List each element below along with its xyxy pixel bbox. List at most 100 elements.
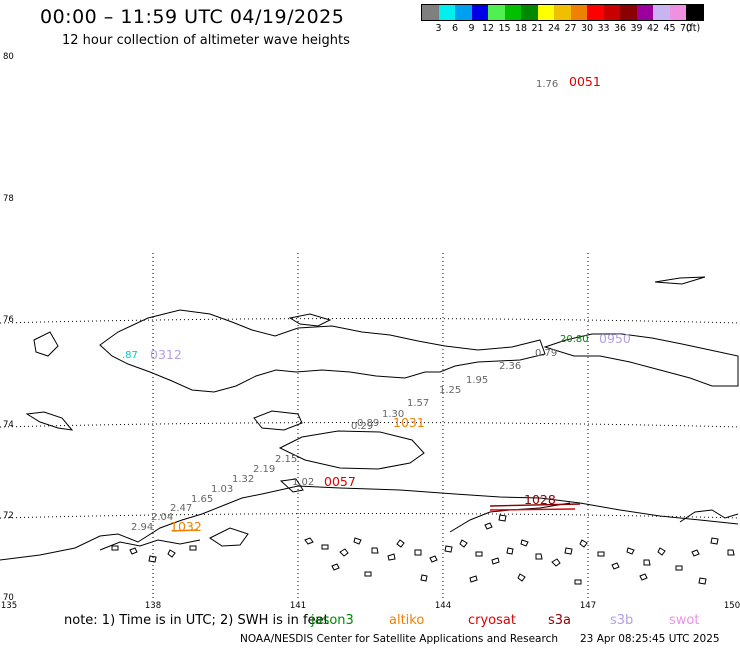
map-subtitle: 12 hour collection of altimeter wave hei… xyxy=(62,33,350,48)
legend-swatch xyxy=(603,5,620,20)
lat-label-76: 76 xyxy=(3,315,14,325)
coast-kolyma-bay xyxy=(679,509,739,523)
legend-tick: 36 xyxy=(613,23,627,34)
legend-tick: 42 xyxy=(646,23,660,34)
swh-value: 1.57 xyxy=(407,398,429,409)
lon-label-150: 150 xyxy=(723,601,740,611)
lat-lon-grid xyxy=(0,253,740,598)
legend-tick: 3 xyxy=(435,23,442,34)
legend-swatch xyxy=(570,5,587,20)
satellite-key-cryosat: cryosat xyxy=(468,613,516,628)
coast-mainland-2 xyxy=(449,502,571,533)
coast-new-siberia xyxy=(543,333,739,387)
legend-tick: 9 xyxy=(468,23,475,34)
legend-tick: 70 xyxy=(679,23,693,34)
legend-swatch xyxy=(455,5,472,20)
swh-value: 2.04 xyxy=(151,512,173,523)
grid-parallel-76 xyxy=(0,318,740,324)
swh-value: 2.36 xyxy=(499,361,521,372)
satellite-key-s3b: s3b xyxy=(610,613,634,628)
legend-swatch xyxy=(422,5,439,20)
legend-tick: (ft) xyxy=(685,23,701,34)
swh-value: 1.02 xyxy=(292,477,314,488)
swh-value: 1.30 xyxy=(382,409,404,420)
cryosat-track-east xyxy=(489,508,576,511)
swh-value: 2.15 xyxy=(275,454,297,465)
legend-swatch xyxy=(620,5,637,20)
s3a-track-1028 xyxy=(489,503,581,507)
legend-swatch xyxy=(438,5,455,20)
swh-value: .87 xyxy=(122,350,138,361)
swh-value: 20.80 xyxy=(560,334,589,345)
swh-value: 2.19 xyxy=(253,464,275,475)
lon-label-141: 141 xyxy=(289,601,307,611)
pass-id-label: 0312 xyxy=(150,347,182,362)
pass-id-labels: 0051 0312 0950 1031 0057 1032 1028 xyxy=(150,74,631,534)
legend-color-bar xyxy=(421,4,704,21)
legend-swatch xyxy=(554,5,571,20)
pass-id-label: 1031 xyxy=(393,415,425,430)
legend-tick: 6 xyxy=(451,23,459,34)
pass-id-label: 0051 xyxy=(569,74,601,89)
pass-id-label: 1032 xyxy=(170,519,202,534)
wave-height-legend: 3 6 9 12 15 18 21 24 27 30 33 36 39 42 45 70 (ft) xyxy=(421,4,704,35)
legend-tick: 30 xyxy=(580,23,594,34)
swh-value: 1.25 xyxy=(439,385,461,396)
swh-value: 1.32 xyxy=(232,474,254,485)
lon-label-144: 144 xyxy=(434,601,452,611)
swh-value: 2.47 xyxy=(170,503,192,514)
legend-tick: 21 xyxy=(531,23,544,34)
swh-value: 0.89 xyxy=(357,418,379,429)
legend-swatch xyxy=(537,5,554,20)
coastlines xyxy=(0,276,739,561)
legend-tick: 27 xyxy=(564,23,577,34)
pass-id-label: 1028 xyxy=(524,492,556,507)
swh-value: 1.76 xyxy=(536,79,558,90)
legend-tick: 18 xyxy=(514,23,528,34)
pass-id-label: 0950 xyxy=(599,331,631,346)
satellite-tracks xyxy=(171,503,581,532)
units-note: note: 1) Time is in UTC; 2) SWH is in fe… xyxy=(64,613,329,628)
legend-swatch xyxy=(471,5,488,20)
legend-swatch xyxy=(669,5,686,20)
lon-label-147: 147 xyxy=(579,601,597,611)
lat-label-70: 70 xyxy=(3,593,14,603)
legend-tick: 33 xyxy=(597,23,610,34)
legend-tick: 15 xyxy=(498,23,511,34)
swh-value: 0.79 xyxy=(535,348,557,359)
satellite-key-swot: swot xyxy=(669,613,700,628)
coast-kotelny-island xyxy=(99,309,546,393)
legend-tick: 24 xyxy=(547,23,561,34)
lon-label-135: 135 xyxy=(0,601,18,611)
legend-swatch xyxy=(587,5,604,20)
credit-line: NOAA/NESDIS Center for Satellite Applica… xyxy=(240,633,558,645)
pass-id-label: 0057 xyxy=(324,474,356,489)
satellite-key-altiko: altiko xyxy=(389,613,425,628)
swh-value: 1.65 xyxy=(191,494,213,505)
satellite-key-jason3: jason3 xyxy=(311,613,354,628)
generated-timestamp: 23 Apr 08:25:45 UTC 2025 xyxy=(580,633,720,645)
satellite-key-s3a: s3a xyxy=(548,613,572,628)
legend-tick: 45 xyxy=(663,23,676,34)
swh-value-labels: 1.76 .87 20.80 0.79 2.36 1.95 1.25 1.57 … xyxy=(122,79,589,533)
legend-swatch xyxy=(521,5,538,20)
lon-label-138: 138 xyxy=(144,601,162,611)
lat-label-80: 80 xyxy=(3,52,14,62)
coast-lyakhovsky-2 xyxy=(278,430,425,470)
grid-parallel-72 xyxy=(0,513,740,519)
coast-jeannette xyxy=(654,276,706,285)
swh-value: 1.95 xyxy=(466,375,488,386)
swh-value: 2.94 xyxy=(131,522,153,533)
legend-swatch xyxy=(653,5,670,20)
legend-swatch xyxy=(636,5,653,20)
coast-bennett-area xyxy=(288,313,332,327)
legend-tick: 12 xyxy=(481,23,495,34)
legend-swatch xyxy=(504,5,521,20)
legend-swatch xyxy=(488,5,505,20)
legend-tick-labels: 3 6 9 12 15 18 21 24 27 30 33 36 39 42 45 70 (ft) xyxy=(421,21,704,35)
swh-value: 0.29 xyxy=(351,421,373,432)
legend-tick: 39 xyxy=(630,23,643,34)
coast-delta-rim xyxy=(99,539,201,551)
swh-value: 1.03 xyxy=(211,484,233,495)
